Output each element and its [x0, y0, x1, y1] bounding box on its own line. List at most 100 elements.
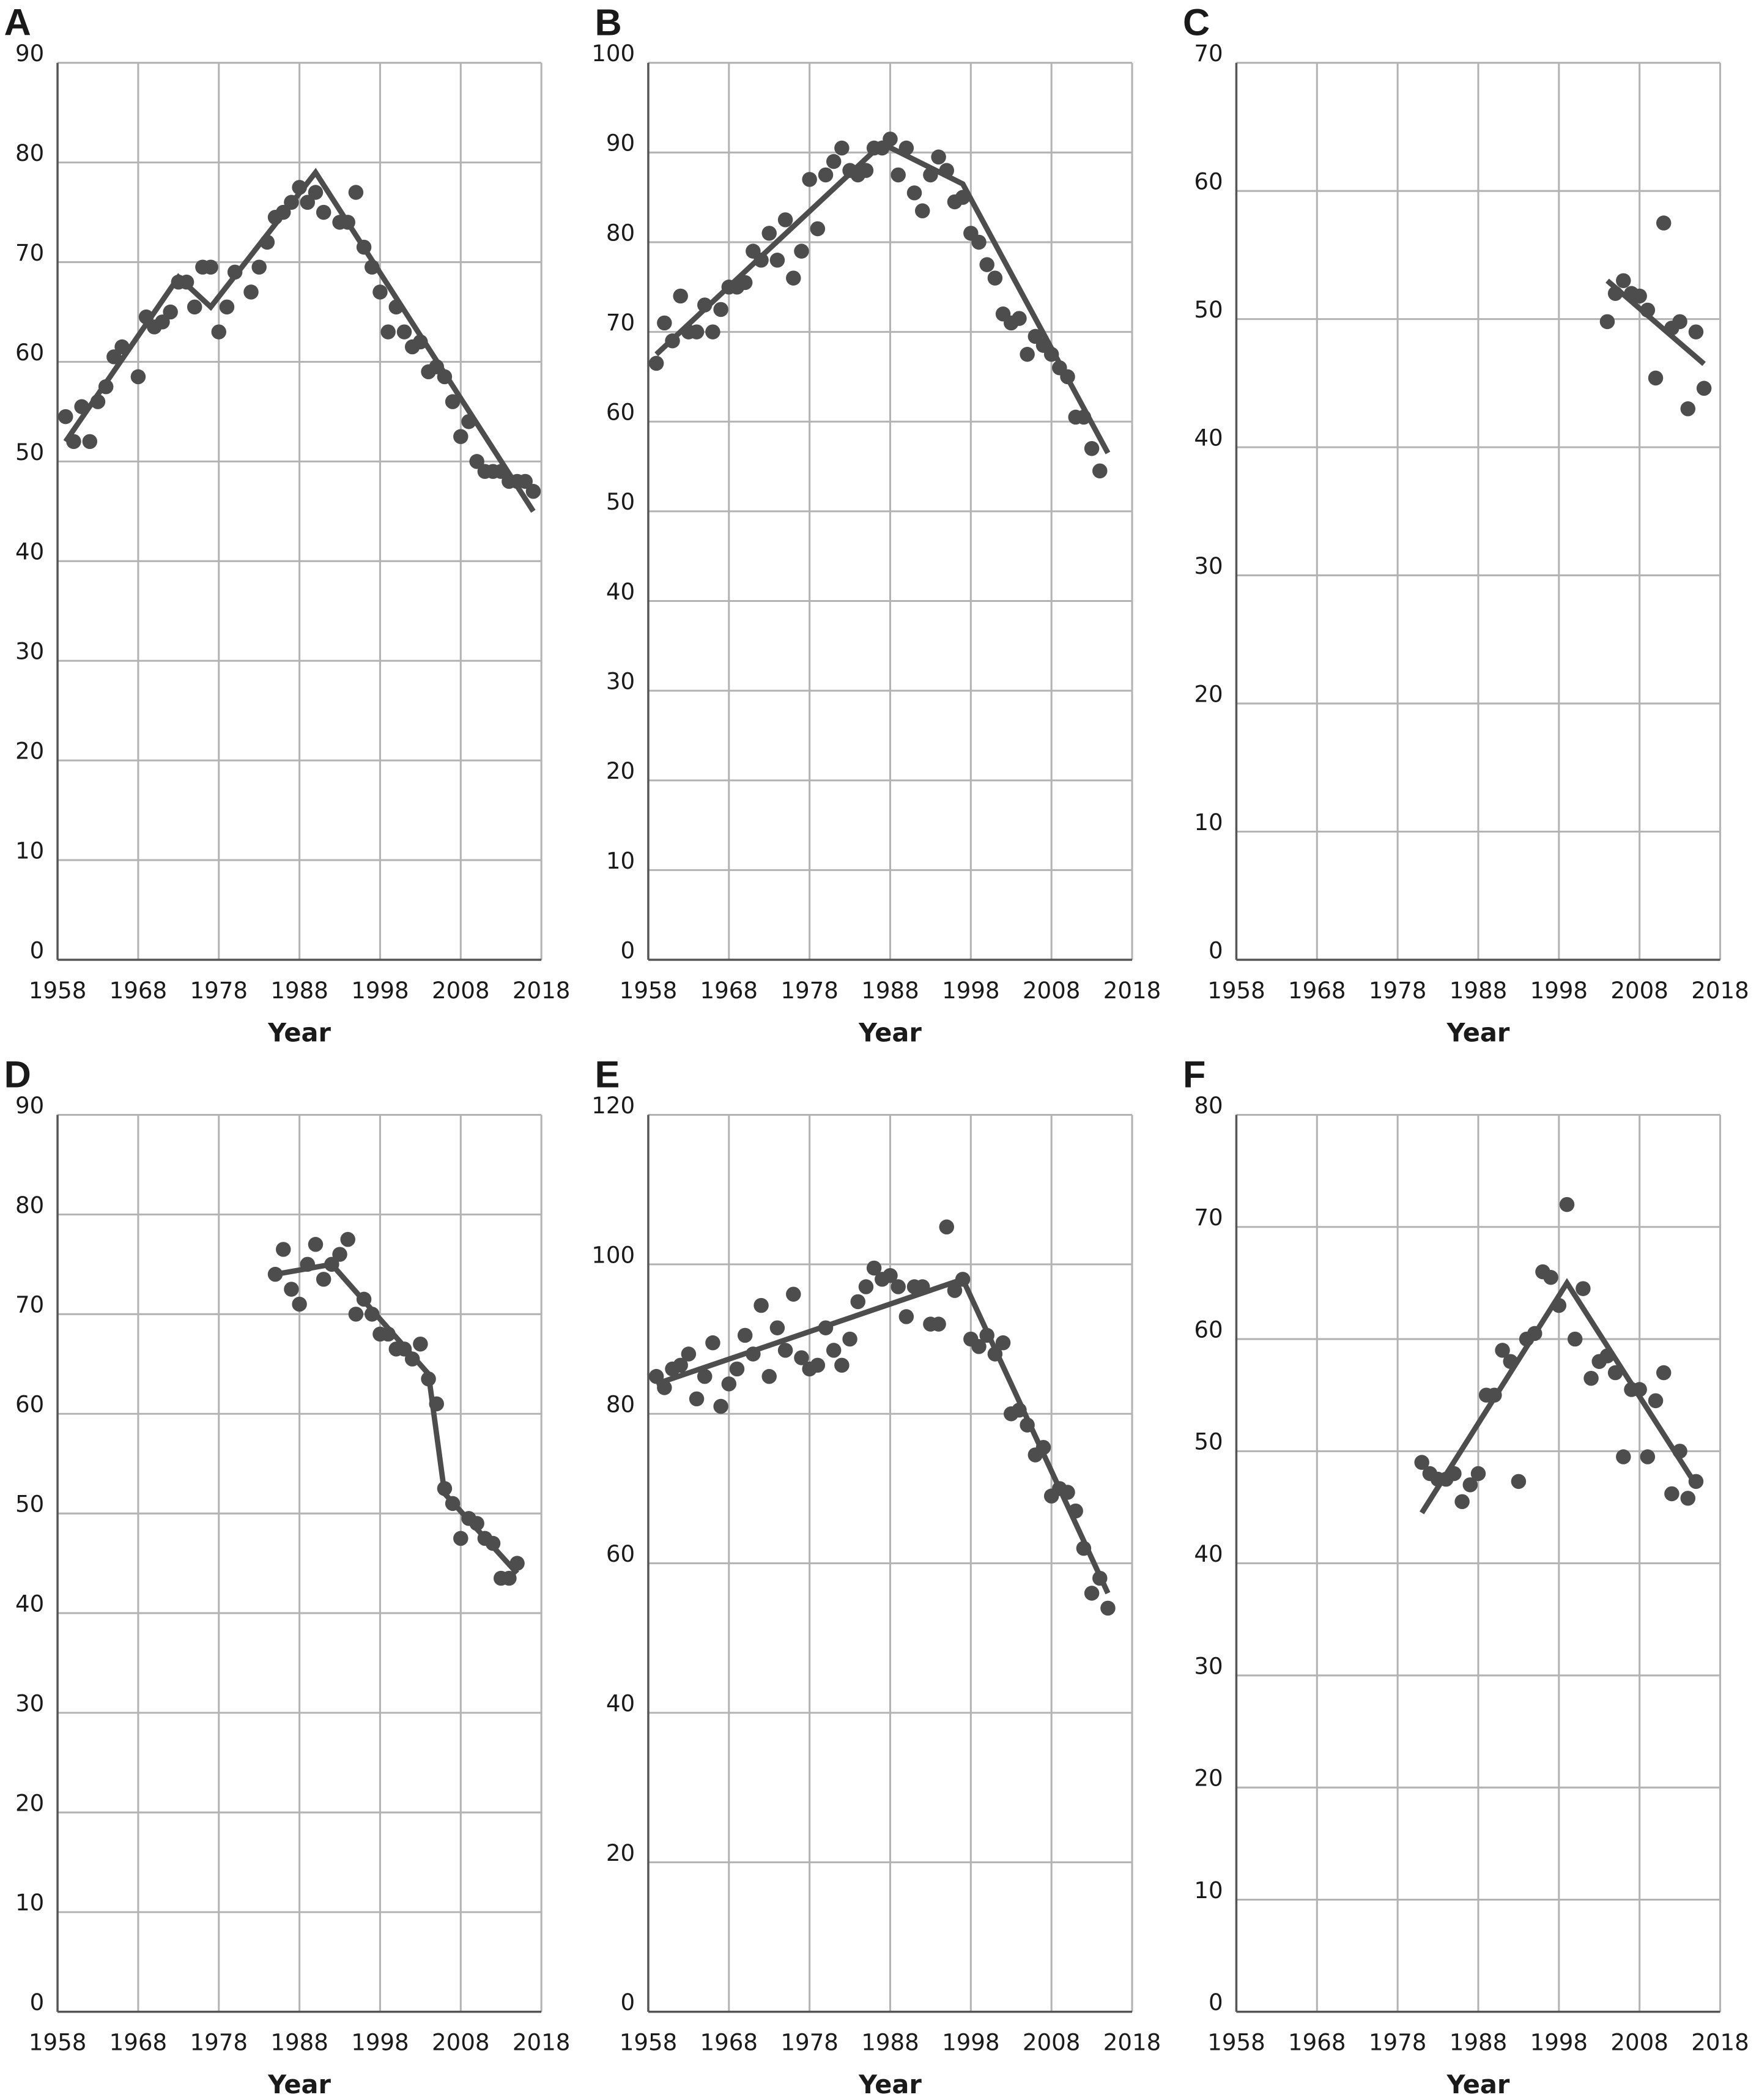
x-tick-label: 1968 — [109, 978, 167, 1004]
data-point — [777, 212, 793, 228]
y-tick-label: 40 — [15, 1590, 44, 1617]
data-point — [58, 409, 73, 425]
panel-title: F — [1183, 1053, 1205, 1095]
data-point — [396, 324, 412, 339]
x-tick-label: 2008 — [432, 978, 489, 1004]
y-tick-label: 40 — [606, 1690, 635, 1716]
panel-title: B — [595, 2, 622, 43]
y-tick-label: 0 — [620, 937, 635, 963]
data-point — [939, 1219, 955, 1235]
y-tick-label: 20 — [15, 738, 44, 765]
data-point — [818, 167, 834, 183]
x-tick-label: 2008 — [1610, 978, 1668, 1004]
data-point — [187, 299, 202, 315]
data-point — [826, 1343, 842, 1358]
data-point — [243, 284, 259, 300]
data-point — [769, 1320, 785, 1335]
y-tick-label: 80 — [15, 1192, 44, 1219]
y-tick-label: 0 — [30, 937, 45, 963]
y-tick-label: 80 — [15, 140, 44, 166]
x-tick-label: 1968 — [1288, 2030, 1346, 2056]
x-tick-label: 2008 — [432, 2030, 489, 2056]
data-point — [1672, 314, 1687, 330]
data-point — [705, 324, 720, 339]
data-point — [332, 1247, 347, 1262]
data-point — [842, 1331, 857, 1347]
x-tick-label: 1988 — [270, 978, 328, 1004]
data-point — [453, 1530, 468, 1546]
data-point — [947, 1283, 963, 1298]
y-tick-label: 20 — [606, 1840, 635, 1866]
x-tick-label: 2008 — [1610, 2030, 1668, 2056]
data-point — [1020, 347, 1035, 362]
y-tick-label: 90 — [606, 130, 635, 157]
data-point — [1632, 288, 1647, 304]
y-tick-label: 0 — [1209, 937, 1223, 963]
data-point — [1656, 1365, 1672, 1381]
y-tick-label: 10 — [1194, 1877, 1223, 1904]
x-tick-label: 1978 — [1369, 978, 1426, 1004]
panel: C 0 10 20 30 40 50 60 70 1958 1968 1978 1988 1998 2008… — [1183, 2, 1749, 1048]
y-tick-label: 30 — [1194, 1653, 1223, 1679]
data-point — [1084, 1586, 1100, 1601]
data-point — [761, 1368, 777, 1384]
panel: A 0 10 20 30 40 50 60 70 80 90 1958 1968 1978 1988 1998… — [4, 2, 571, 1048]
x-tick-label: 1978 — [190, 978, 248, 1004]
data-point — [1656, 215, 1672, 231]
data-point — [1688, 324, 1704, 339]
data-point — [106, 349, 122, 365]
data-point — [810, 221, 826, 237]
data-point — [284, 1282, 299, 1297]
data-point — [413, 1336, 428, 1352]
data-point — [891, 167, 906, 183]
y-tick-label: 10 — [1194, 809, 1223, 836]
panel-title: A — [4, 2, 31, 43]
y-tick-label: 60 — [606, 1541, 635, 1567]
data-point — [914, 203, 930, 218]
x-tick-label: 2008 — [1023, 2030, 1080, 2056]
panel-title: D — [4, 1053, 31, 1095]
data-point — [155, 314, 170, 330]
y-tick-label: 60 — [1194, 169, 1223, 195]
data-point — [469, 454, 484, 469]
y-tick-label: 40 — [1194, 425, 1223, 451]
x-tick-label: 2018 — [1103, 2030, 1161, 2056]
x-tick-label: 1998 — [942, 2030, 999, 2056]
y-tick-label: 60 — [15, 1392, 44, 1418]
data-point — [1696, 380, 1712, 396]
y-tick-label: 70 — [1194, 1204, 1223, 1231]
x-tick-label: 2018 — [1691, 978, 1749, 1004]
x-tick-label: 1968 — [700, 2030, 758, 2056]
data-point — [292, 1296, 307, 1312]
data-point — [810, 1357, 826, 1373]
y-tick-label: 0 — [30, 1989, 45, 2016]
y-tick-label: 20 — [1194, 1765, 1223, 1792]
data-point — [891, 1279, 906, 1294]
data-point — [657, 315, 672, 331]
x-axis-label: Year — [267, 2069, 331, 2099]
data-point — [834, 1357, 850, 1373]
y-tick-label: 80 — [606, 220, 635, 246]
data-point — [777, 1343, 793, 1358]
y-tick-label: 0 — [1209, 1989, 1223, 2016]
x-tick-label: 1998 — [351, 978, 409, 1004]
x-tick-label: 2018 — [513, 978, 570, 1004]
data-point — [348, 1307, 364, 1322]
x-tick-label: 1998 — [1530, 2030, 1588, 2056]
x-tick-label: 1958 — [29, 978, 86, 1004]
data-point — [979, 257, 994, 272]
data-point — [130, 369, 146, 385]
panel-title: E — [595, 1053, 620, 1095]
data-point — [648, 355, 664, 371]
y-tick-label: 30 — [606, 668, 635, 694]
data-point — [721, 1376, 737, 1392]
y-tick-label: 50 — [1194, 1429, 1223, 1455]
y-tick-label: 80 — [1194, 1093, 1223, 1119]
data-point — [995, 1335, 1011, 1351]
x-tick-label: 1988 — [1450, 2030, 1507, 2056]
x-tick-label: 1968 — [109, 2030, 167, 2056]
data-point — [931, 1316, 946, 1332]
x-tick-label: 1968 — [1288, 978, 1346, 1004]
data-point — [1640, 1449, 1656, 1464]
y-tick-label: 100 — [591, 1242, 635, 1268]
